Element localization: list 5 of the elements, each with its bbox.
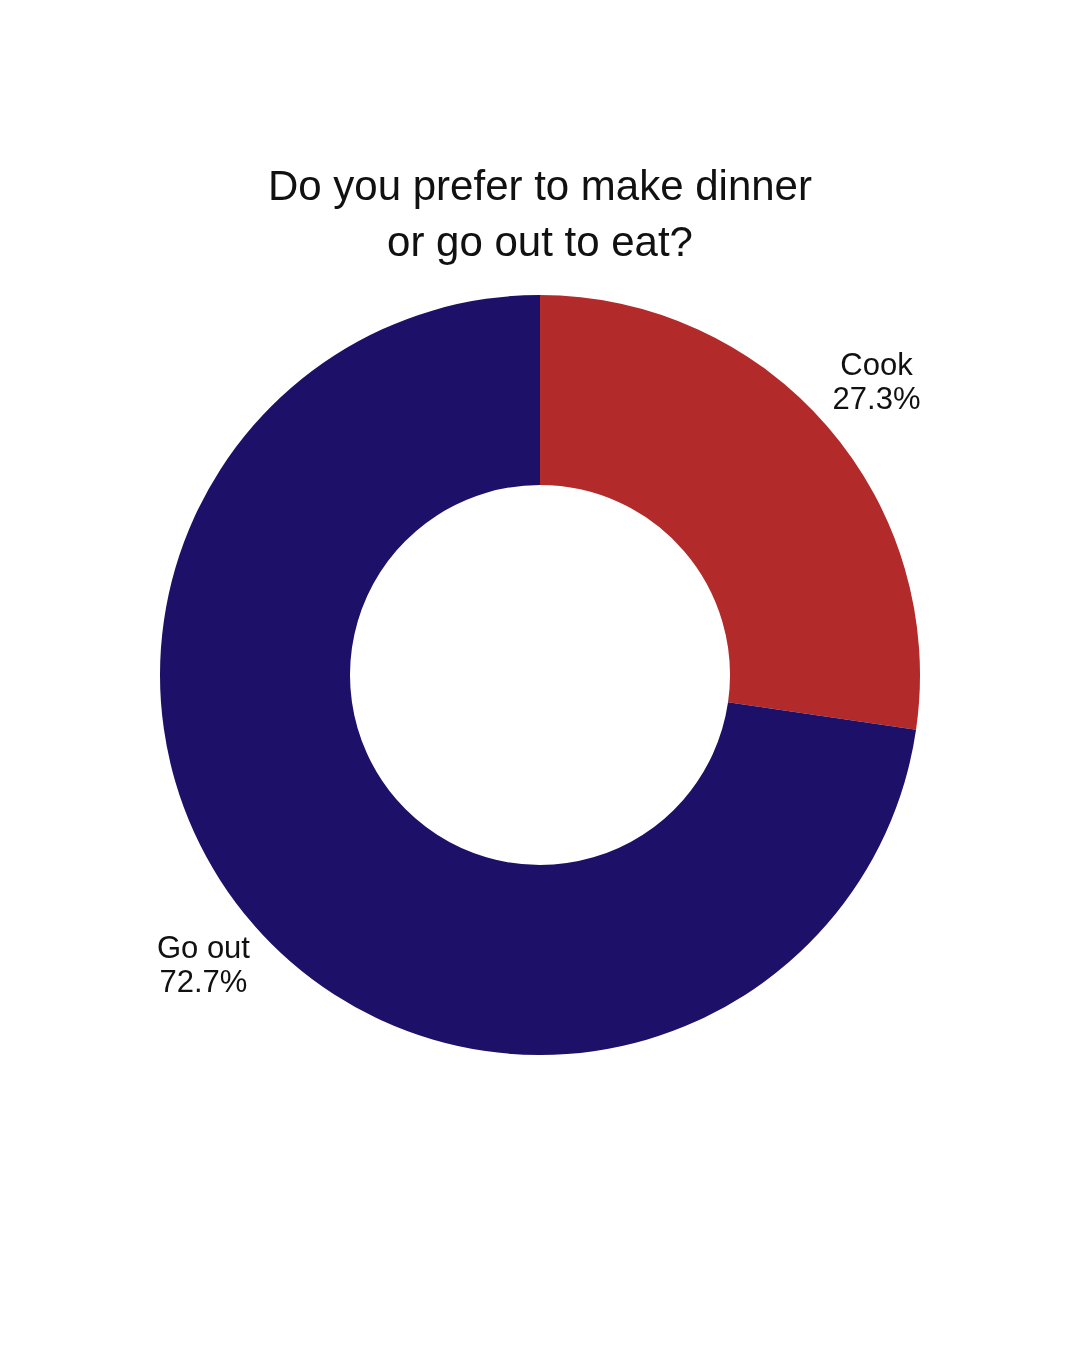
- chart-title: Do you prefer to make dinner or go out to eat?: [267, 161, 813, 267]
- slice-label: Go out: [156, 929, 251, 965]
- data-label: 72.7%: [159, 963, 248, 999]
- slice-label: Cook: [840, 347, 914, 383]
- data-label: 27.3%: [832, 381, 921, 417]
